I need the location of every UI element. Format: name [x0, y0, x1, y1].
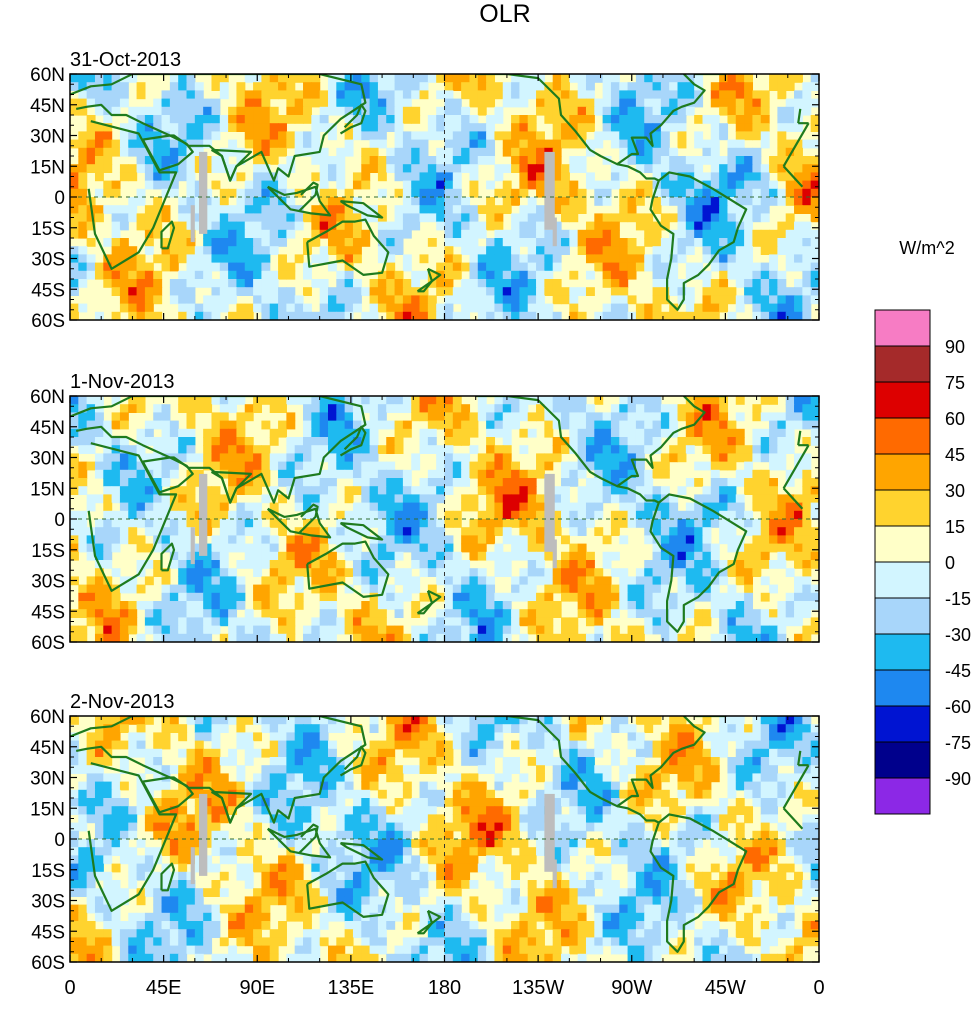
lon-tick-label: 135E [328, 977, 375, 999]
colorbar-swatch [874, 489, 931, 527]
colorbar-label: 45 [945, 445, 965, 465]
panel-date-label: 31-Oct-2013 [70, 49, 181, 71]
lat-tick-label: 15S [31, 219, 65, 240]
colorbar-swatch [874, 633, 931, 671]
lon-tick-label: 135W [512, 977, 564, 999]
lon-tick-label: 180 [428, 977, 461, 999]
colorbar-swatch [874, 417, 931, 455]
missing-data-region [552, 859, 557, 889]
colorbar-label: 90 [945, 337, 965, 357]
colorbar-label: -15 [945, 589, 971, 609]
colorbar: 90 75 60 45 30 15 0 -15 -30 -45 -60 -75 -90 [874, 309, 971, 815]
lat-tick-label: 60S [31, 633, 65, 654]
missing-data-region [544, 151, 555, 230]
colorbar-swatch [874, 309, 931, 347]
lon-tick-label: 90W [611, 977, 652, 999]
lat-tick-label: 15N [30, 799, 65, 820]
colorbar-swatch [874, 777, 931, 815]
lat-tick-label: 30N [30, 127, 65, 148]
lat-tick-label: 60N [30, 387, 65, 408]
missing-data-region [544, 473, 555, 552]
missing-data-region [552, 217, 557, 247]
olr-field [70, 396, 819, 642]
colorbar-swatch [874, 525, 931, 563]
missing-data-region [190, 527, 195, 565]
missing-data-region [190, 205, 195, 243]
colorbar-label: 75 [945, 373, 965, 393]
colorbar-label: 30 [945, 481, 965, 501]
missing-data-region [544, 793, 555, 872]
lat-tick-label: 15S [31, 861, 65, 882]
lat-tick-label: 15N [30, 479, 65, 500]
lat-tick-label: 30N [30, 769, 65, 790]
lat-tick-label: 0 [54, 510, 65, 531]
lat-tick-label: 60S [31, 311, 65, 332]
colorbar-swatch [874, 453, 931, 491]
colorbar-label: -90 [945, 769, 971, 789]
colorbar-label: -60 [945, 697, 971, 717]
lat-tick-label: 45N [30, 96, 65, 117]
lat-tick-label: 30N [30, 449, 65, 470]
olr-field [70, 74, 819, 320]
colorbar-label: -75 [945, 733, 971, 753]
lat-tick-label: 30S [31, 892, 65, 913]
lat-tick-label: 60N [30, 707, 65, 728]
lat-tick-label: 45S [31, 280, 65, 301]
colorbar-swatch [874, 669, 931, 707]
lat-tick-label: 15S [31, 541, 65, 562]
colorbar-swatch [874, 561, 931, 599]
colorbar-swatch [874, 381, 931, 419]
colorbar-swatch [874, 741, 931, 779]
panel-date-label: 2-Nov-2013 [70, 691, 175, 713]
lat-tick-label: 0 [54, 830, 65, 851]
missing-data-region [190, 847, 195, 885]
lat-tick-label: 60S [31, 953, 65, 974]
colorbar-label: -45 [945, 661, 971, 681]
colorbar-label: 15 [945, 517, 965, 537]
lat-tick-label: 30S [31, 250, 65, 271]
lat-tick-label: 45N [30, 418, 65, 439]
lat-tick-label: 30S [31, 572, 65, 593]
lon-tick-label: 45E [146, 977, 182, 999]
colorbar-label: 60 [945, 409, 965, 429]
colorbar-swatch [874, 597, 931, 635]
panel-date-label: 1-Nov-2013 [70, 371, 175, 393]
colorbar-swatch [874, 345, 931, 383]
lon-tick-label: 45W [705, 977, 746, 999]
lat-tick-label: 45S [31, 922, 65, 943]
colorbar-label: 0 [945, 553, 955, 573]
colorbar-swatch [874, 705, 931, 743]
lat-tick-label: 15N [30, 157, 65, 178]
lon-tick-label: 0 [64, 977, 75, 999]
lon-tick-label: 0 [813, 977, 824, 999]
olr-field [70, 716, 819, 962]
missing-data-region [552, 539, 557, 569]
colorbar-units-label: W/m^2 [899, 238, 954, 258]
lat-tick-label: 45S [31, 602, 65, 623]
missing-data-region [198, 473, 208, 556]
lon-tick-label: 90E [239, 977, 275, 999]
lat-tick-label: 45N [30, 738, 65, 759]
missing-data-region [198, 793, 208, 876]
lat-tick-label: 0 [54, 188, 65, 209]
missing-data-region [198, 151, 208, 234]
lat-tick-label: 60N [30, 65, 65, 86]
colorbar-label: -30 [945, 625, 971, 645]
figure-title: OLR [479, 0, 530, 28]
